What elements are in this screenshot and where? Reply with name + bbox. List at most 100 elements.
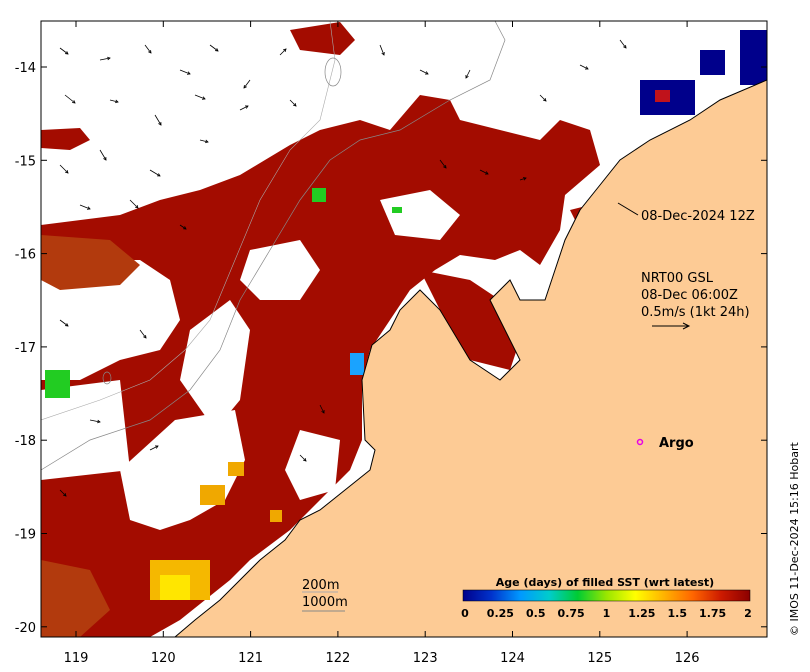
current-vector-head bbox=[293, 103, 297, 107]
current-vector bbox=[209, 44, 219, 52]
current-vector-head bbox=[86, 206, 91, 210]
current-vector bbox=[289, 99, 297, 107]
current-vector-head bbox=[283, 48, 287, 52]
current-vector bbox=[139, 329, 147, 339]
current-vector-head bbox=[543, 98, 547, 102]
sst-region-north bbox=[290, 22, 355, 55]
sst-old-layer bbox=[41, 235, 140, 637]
current-vector bbox=[199, 139, 209, 143]
current-vector-head bbox=[522, 177, 527, 181]
current-vector bbox=[419, 69, 429, 75]
current-vector bbox=[619, 39, 627, 49]
y-tick-label: -17 bbox=[15, 341, 36, 356]
current-vector-head bbox=[243, 84, 247, 89]
current-vector bbox=[59, 489, 67, 497]
current-legend-arrow bbox=[652, 322, 691, 330]
current-vector-head bbox=[204, 139, 209, 144]
current-vector bbox=[519, 177, 527, 181]
current-vector-head bbox=[64, 51, 69, 55]
y-axis: -14 -15 -16 -17 -18 -19 -20 bbox=[15, 61, 767, 636]
y-tick-label: -14 bbox=[15, 61, 36, 76]
current-vector-head bbox=[65, 170, 69, 174]
colorbar-gradient bbox=[462, 589, 751, 602]
coastline bbox=[174, 79, 767, 637]
x-tick-label: 123 bbox=[413, 651, 438, 666]
current-vector bbox=[59, 164, 69, 174]
colorbar-ticks: 0 0.25 0.5 0.75 1 1.25 1.5 1.75 2 bbox=[461, 607, 752, 620]
current-vector-head bbox=[584, 66, 589, 70]
plot-frame bbox=[40, 20, 768, 638]
current-vector bbox=[154, 114, 162, 126]
current-vector-head bbox=[303, 458, 307, 462]
current-vector-head bbox=[114, 99, 119, 104]
current-vector bbox=[99, 57, 111, 61]
current-vector bbox=[539, 94, 547, 102]
reef-contour bbox=[324, 57, 342, 87]
x-axis: 119 120 121 122 123 124 125 126 bbox=[64, 21, 700, 666]
current-vector-head bbox=[623, 44, 627, 49]
current-vector-head bbox=[64, 323, 69, 327]
current-vector-head bbox=[107, 56, 111, 61]
current-vector-head bbox=[103, 156, 107, 161]
x-tick-label: 121 bbox=[238, 651, 263, 666]
current-vector-head bbox=[143, 334, 147, 339]
current-vector-head bbox=[148, 49, 152, 54]
contour-1000m bbox=[41, 21, 506, 471]
y-tick-label: -16 bbox=[15, 248, 36, 263]
contour-200m-label: 200m bbox=[302, 578, 339, 593]
contour-200m bbox=[41, 21, 336, 421]
sst-region-east bbox=[420, 270, 520, 370]
current-vector bbox=[439, 159, 447, 169]
current-vector-head bbox=[182, 226, 187, 230]
colorbar-tick-label: 1.25 bbox=[628, 607, 655, 620]
current-vector bbox=[79, 204, 91, 210]
current-vector bbox=[109, 99, 119, 103]
colorbar-tick-label: 1.5 bbox=[668, 607, 688, 620]
current-vector bbox=[129, 199, 139, 209]
current-vector-head bbox=[63, 493, 67, 497]
current-vector bbox=[179, 69, 191, 75]
land-mass bbox=[175, 80, 767, 637]
current-vector-head bbox=[484, 171, 489, 175]
current-vector bbox=[239, 105, 249, 111]
current-vector-head bbox=[186, 71, 191, 75]
sst-young-patches bbox=[45, 30, 767, 600]
x-tick-label: 120 bbox=[151, 651, 176, 666]
current-vector bbox=[99, 149, 107, 161]
current-vector-head bbox=[381, 51, 385, 56]
sst-region-nw bbox=[41, 128, 90, 150]
colorbar-tick-label: 0.75 bbox=[558, 607, 585, 620]
colorbar-tick-label: 0 bbox=[461, 607, 469, 620]
current-vector-head bbox=[135, 205, 139, 209]
current-vector bbox=[579, 64, 589, 70]
contour-1000m-label: 1000m bbox=[302, 595, 348, 610]
plot-area bbox=[41, 21, 767, 637]
current-vector bbox=[144, 44, 152, 54]
colorbar-tick-label: 0.5 bbox=[526, 607, 546, 620]
x-tick-label: 125 bbox=[587, 651, 612, 666]
y-tick-label: -15 bbox=[15, 154, 36, 169]
current-vector bbox=[179, 224, 187, 230]
argo-float-marker bbox=[636, 438, 644, 446]
current-vector-head bbox=[424, 71, 429, 75]
y-tick-label: -20 bbox=[15, 621, 36, 636]
current-vector bbox=[319, 404, 325, 414]
current-legend-line1: NRT00 GSL bbox=[641, 271, 714, 286]
credit-text: © IMOS 11-Dec-2024 15:16 Hobart bbox=[788, 441, 801, 636]
current-vector bbox=[279, 48, 287, 56]
x-tick-label: 126 bbox=[675, 651, 700, 666]
current-vector bbox=[299, 454, 307, 462]
current-vector-head bbox=[158, 121, 162, 126]
island-contour bbox=[102, 371, 112, 385]
current-vector bbox=[243, 79, 251, 89]
current-vector-head bbox=[156, 173, 161, 177]
current-vector bbox=[379, 44, 385, 56]
current-legend-line3: 0.5m/s (1kt 24h) bbox=[641, 305, 750, 320]
y-tick-label: -18 bbox=[15, 434, 36, 449]
current-vector-head bbox=[443, 164, 447, 169]
current-vector bbox=[465, 69, 471, 79]
current-vector bbox=[64, 94, 76, 104]
current-vector-head bbox=[321, 409, 325, 414]
x-tick-label: 119 bbox=[64, 651, 89, 666]
